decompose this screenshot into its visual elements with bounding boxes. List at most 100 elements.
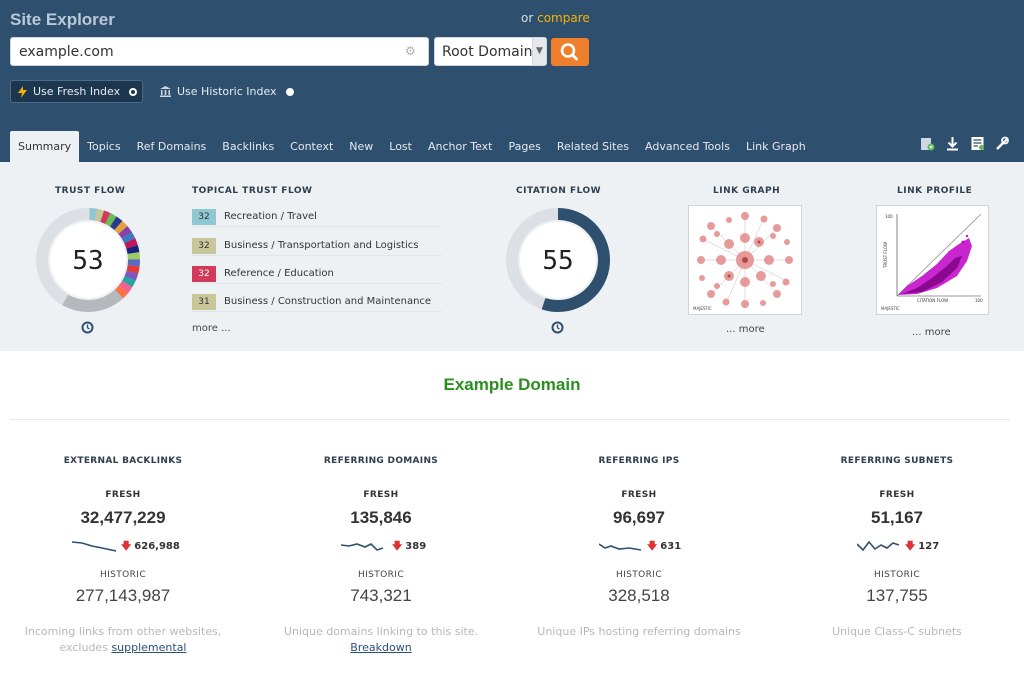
stat-referring-ips: REFERRING IPS FRESH 96,697 🡇 631 HISTORIC…	[519, 456, 759, 640]
arrow-down-icon: 🡇	[647, 541, 658, 552]
stat-delta: 🡇 127	[905, 541, 940, 552]
domain-title: Example Domain	[443, 375, 581, 394]
tab-new[interactable]: New	[349, 140, 374, 153]
tab-lost[interactable]: Lost	[389, 140, 412, 153]
lightning-icon	[18, 85, 27, 98]
stat-historic-label: HISTORIC	[615, 570, 663, 580]
sparkline	[599, 543, 642, 551]
stat-fresh-label: FRESH	[621, 490, 657, 500]
link-profile-y-label: TRUST FLOW	[883, 242, 888, 269]
arrow-down-icon: 🡇	[905, 541, 916, 552]
bank-icon	[160, 86, 171, 97]
link-graph-image: MAJESTIC	[693, 212, 793, 311]
tab-anchor-text[interactable]: Anchor Text	[427, 140, 493, 153]
topic-row[interactable]: 32 Business / Transportation and Logisti…	[192, 236, 442, 256]
stat-fresh-value: 51,167	[871, 508, 923, 527]
fresh-index-label: Use Fresh Index	[33, 85, 121, 98]
fresh-index-toggle[interactable]: Use Fresh Index	[10, 80, 143, 103]
stat-historic-label: HISTORIC	[357, 570, 405, 580]
sparkline	[857, 540, 900, 552]
compare-link[interactable]: compare	[537, 11, 590, 25]
stat-fresh-label: FRESH	[363, 490, 399, 500]
stat-historic-value: 137,755	[866, 586, 928, 605]
tab-related-sites[interactable]: Related Sites	[556, 140, 629, 153]
tab-ref-domains[interactable]: Ref Domains	[136, 140, 207, 153]
tools-icon[interactable]	[995, 136, 1010, 151]
link-profile-more-link[interactable]: ... more	[912, 327, 951, 338]
tab-pages[interactable]: Pages	[508, 140, 541, 153]
tab-topics[interactable]: Topics	[87, 140, 121, 153]
stat-description: Unique domains linking to this site. Bre…	[283, 625, 479, 654]
topics-more-link[interactable]: more ...	[192, 323, 231, 334]
stat-description: Unique IPs hosting referring domains	[537, 625, 741, 638]
stat-historic-label: HISTORIC	[99, 570, 147, 580]
scope-select[interactable]: Root Domain ▼	[434, 37, 547, 66]
stat-fresh-label: FRESH	[105, 490, 141, 500]
majestic-logo: MAJESTIC	[693, 306, 712, 311]
historic-index-toggle[interactable]: Use Historic Index	[160, 80, 294, 103]
stat-description: Incoming links from other websites, excl…	[24, 625, 222, 654]
stat-fresh-value: 135,846	[350, 508, 412, 527]
link-graph-title: LINK GRAPH	[713, 186, 781, 196]
tab-advanced-tools[interactable]: Advanced Tools	[645, 140, 730, 153]
citation-flow-value: 55	[542, 246, 573, 276]
tab-backlinks[interactable]: Backlinks	[222, 140, 275, 153]
link-profile-y-max: 100	[885, 214, 893, 219]
stat-title: REFERRING DOMAINS	[323, 456, 439, 466]
compare-text: or compare	[521, 11, 590, 25]
citation-flow-donut: 55	[506, 208, 610, 312]
topic-row[interactable]: 31 Business / Construction and Maintenan…	[192, 292, 442, 312]
topic-row[interactable]: 32 Recreation / Travel	[192, 207, 442, 227]
topic-row[interactable]: 32 Reference / Education	[192, 264, 442, 284]
arrow-down-icon: 🡇	[121, 541, 132, 552]
history-icon[interactable]	[81, 321, 94, 334]
stat-description: Unique Class-C subnets	[832, 625, 962, 638]
topic-label: Recreation / Travel	[224, 211, 317, 222]
topic-label: Business / Construction and Maintenance	[224, 296, 432, 307]
stat-referring-domains: REFERRING DOMAINS FRESH 135,846 🡇 389 HIS…	[261, 456, 501, 656]
citation-flow-title: CITATION FLOW	[516, 186, 602, 196]
trust-flow-donut: 53	[35, 208, 140, 313]
stat-historic-value: 743,321	[350, 586, 412, 605]
tab-summary[interactable]: Summary	[10, 131, 80, 162]
tab-context[interactable]: Context	[290, 140, 334, 153]
stat-fresh-label: FRESH	[879, 490, 915, 500]
search-icon	[560, 43, 578, 61]
topic-score-badge: 32	[192, 237, 216, 254]
app-header: Site Explorer or compare ⚙ Root Domain ▼…	[0, 0, 1024, 162]
link-profile-x-label: CITATION FLOW	[917, 298, 948, 303]
history-icon[interactable]	[551, 321, 564, 334]
supplemental-link[interactable]: supplemental	[111, 641, 187, 654]
tab-link-graph[interactable]: Link Graph	[745, 140, 806, 153]
bookmark-add-icon[interactable]	[920, 136, 935, 151]
majestic-logo: MAJESTIC	[881, 306, 900, 311]
stat-delta: 🡇 389	[392, 541, 427, 552]
stat-title: EXTERNAL BACKLINKS	[63, 456, 183, 466]
trust-flow-segments	[35, 208, 140, 313]
gear-icon[interactable]: ⚙	[405, 44, 416, 58]
trust-flow-title: TRUST FLOW	[55, 186, 126, 196]
topic-score-badge: 32	[192, 265, 216, 282]
link-graph-more-link[interactable]: ... more	[726, 324, 765, 335]
download-icon[interactable]	[945, 136, 960, 151]
link-graph-thumbnail[interactable]: MAJESTIC	[688, 205, 802, 315]
app-title: Site Explorer	[10, 10, 115, 29]
divider	[10, 419, 1010, 420]
citation-flow-arc	[506, 208, 610, 312]
stat-title: REFERRING SUBNETS	[840, 456, 954, 466]
report-icon[interactable]	[970, 136, 985, 151]
breakdown-link[interactable]: Breakdown	[350, 641, 412, 654]
radio-selected-icon	[129, 87, 138, 96]
scope-select-value: Root Domain	[442, 44, 533, 60]
stat-fresh-value: 96,697	[613, 508, 665, 527]
sparkline	[341, 543, 384, 551]
chevron-down-icon[interactable]: ▼	[532, 38, 546, 65]
stat-fresh-value: 32,477,229	[80, 508, 166, 527]
search-button[interactable]	[551, 38, 589, 66]
topical-trust-flow-title: TOPICAL TRUST FLOW	[192, 186, 313, 196]
search-input[interactable]	[10, 37, 429, 66]
link-profile-thumbnail[interactable]: TRUST FLOW CITATION FLOW 100 100 MAJESTI…	[876, 205, 989, 315]
stat-external-backlinks: EXTERNAL BACKLINKS FRESH 32,477,229 🡇 626…	[3, 456, 243, 656]
topic-label: Reference / Education	[224, 268, 334, 279]
compare-prefix: or	[521, 11, 534, 25]
